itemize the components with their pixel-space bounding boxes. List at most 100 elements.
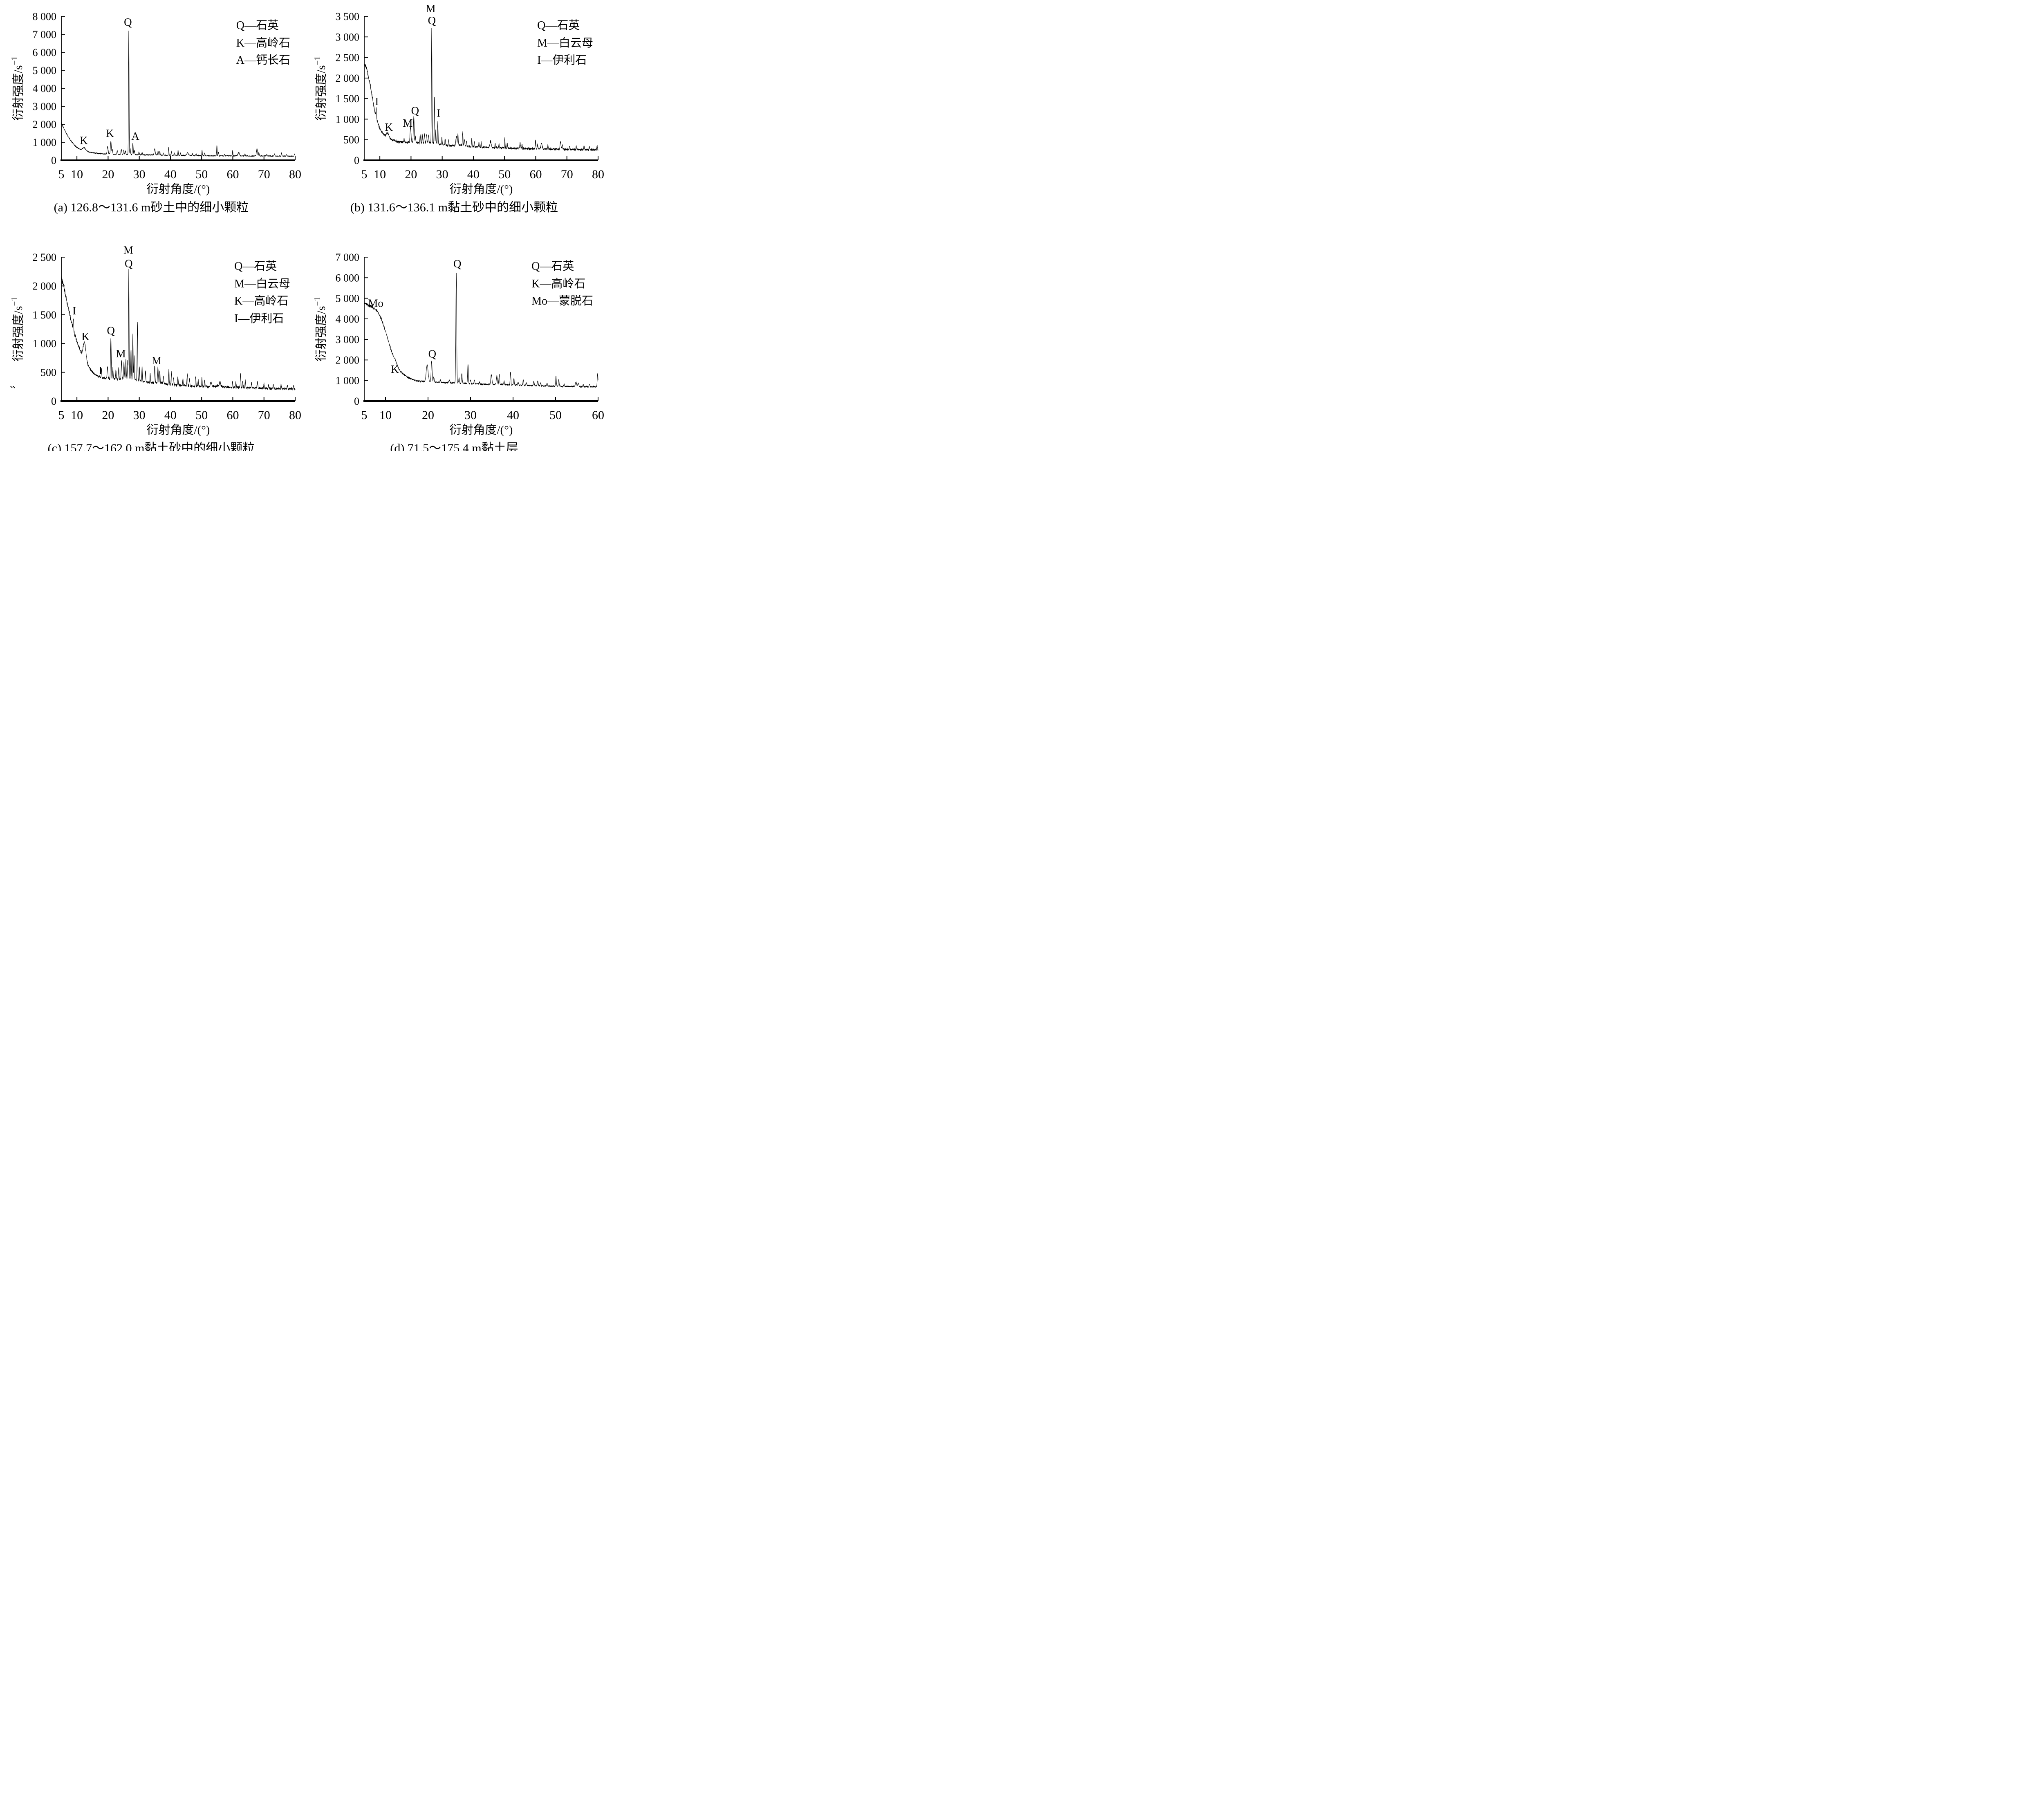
xrd-chart-a: 0 1 000 2 000 3 000 4 000 5 000 6 000 7 000 8 00… [9, 11, 301, 195]
y-tick-label: 5 000 [336, 293, 360, 305]
peak-label-A: A [131, 130, 139, 142]
y-tick-label: 0 [51, 155, 56, 166]
y-tick-label: 1 000 [336, 113, 360, 125]
y-tick-label: 2 000 [336, 354, 360, 366]
x-tick-label: 30 [133, 408, 146, 422]
x-axis-title: 衍射角度/(°) [147, 182, 210, 195]
x-tick-label: 20 [405, 168, 417, 181]
x-tick-label: 5 [361, 408, 368, 422]
peak-label-M: M [426, 2, 435, 15]
legend-entry: M—白云母 [537, 36, 593, 49]
y-tick-label: 2 500 [336, 52, 360, 64]
peak-label-Q: Q [124, 16, 132, 28]
peak-label-Q: Q [453, 258, 462, 270]
legend-entry: Mo—蒙脱石 [531, 295, 593, 308]
peak-label-K: K [391, 363, 399, 375]
x-tick-label: 60 [592, 408, 604, 422]
y-tick-label: 3 000 [336, 31, 360, 43]
y-tick-label: 3 500 [336, 11, 360, 22]
legend-entry: Q—石英 [531, 260, 574, 273]
x-axis-title: 衍射角度/(°) [450, 182, 513, 195]
peak-label-Q: Q [107, 325, 115, 337]
xrd-trace [61, 30, 296, 157]
peak-label-K: K [80, 134, 88, 146]
x-tick-label: 20 [102, 408, 114, 422]
peak-label-M: M [403, 117, 412, 129]
x-tick-label: 40 [164, 168, 177, 181]
peak-label-I: I [437, 107, 440, 119]
x-tick-label: 30 [436, 168, 448, 181]
y-tick-label: 1 000 [33, 137, 57, 148]
x-tick-label: 70 [258, 168, 270, 181]
xrd-trace [364, 273, 598, 388]
peak-label-K: K [106, 127, 114, 139]
peak-label-Q: Q [411, 104, 419, 117]
x-tick-label: 60 [226, 168, 239, 181]
x-tick-label: 5 [58, 408, 65, 422]
x-tick-label: 80 [592, 168, 604, 181]
plot-area-a: 0 1 000 2 000 3 000 4 000 5 000 6 000 7 000 8 00… [0, 0, 303, 195]
y-tick-label: 7 000 [336, 251, 360, 263]
legend-entry: M—白云母 [234, 277, 290, 290]
legend-entry: A—钙长石 [236, 54, 290, 67]
legend-entry: K—高岭石 [236, 36, 290, 49]
plot-area-d: 0 1 000 2 000 3 000 4 000 5 000 6 000 7 000 5 10 2… [303, 241, 605, 436]
y-tick-label: 3 000 [336, 334, 360, 345]
y-tick-label: 2 000 [33, 280, 57, 292]
x-tick-label: 20 [102, 168, 114, 181]
legend-c: Q—石英 M—白云母 K—高岭石 I—伊利石 [234, 258, 290, 327]
xrd-trace [364, 28, 598, 152]
legend-entry: Q—石英 [537, 19, 580, 32]
panel-d: 0 1 000 2 000 3 000 4 000 5 000 6 000 7 000 5 10 2… [303, 225, 606, 451]
x-tick-label: 80 [289, 408, 301, 422]
y-tick-label: 8 000 [33, 11, 57, 22]
x-tick-label: 10 [374, 168, 386, 181]
panel-caption-a: (a) 126.8～131.6 m砂土中的细小颗粒 [54, 201, 249, 214]
x-axis-title: 衍射角度/(°) [450, 423, 513, 436]
y-axis-title: 衍射强度/s−1 [312, 297, 328, 361]
xrd-chart-d: 0 1 000 2 000 3 000 4 000 5 000 6 000 7 000 5 10 2… [312, 251, 604, 436]
x-tick-label: 50 [195, 168, 208, 181]
figure-grid: 0 1 000 2 000 3 000 4 000 5 000 6 000 7 000 8 00… [0, 0, 606, 451]
x-tick-label: 5 [361, 168, 368, 181]
legend-entry: I—伊利石 [234, 312, 284, 325]
y-tick-label: 6 000 [33, 47, 57, 58]
peak-label-M: M [116, 348, 126, 360]
plot-area-b: 0 500 1 000 1 500 2 000 2 500 3 000 3 500 5 10 20 3… [303, 0, 605, 195]
y-tick-label: 4 000 [336, 313, 360, 325]
xrd-chart-b: 0 500 1 000 1 500 2 000 2 500 3 000 3 500 5 10 20 3… [312, 2, 604, 195]
peak-label-M: M [152, 354, 161, 367]
plot-area-c: 0 500 1 000 1 500 2 000 2 500 5 10 20 30 40 50 60 70 8… [0, 241, 303, 436]
panel-caption-b: (b) 131.6～136.1 m黏土砂中的细小颗粒 [350, 201, 558, 214]
x-tick-label: 30 [133, 168, 146, 181]
legend-a: Q—石英 K—高岭石 A—钙长石 [236, 17, 290, 70]
panel-caption-c: (c) 157.7～162.0 m黏土砂中的细小颗粒 [47, 442, 255, 451]
x-tick-label: 5 [58, 168, 65, 181]
x-tick-label: 10 [71, 408, 83, 422]
y-tick-label: 0 [51, 395, 56, 407]
panel-a: 0 1 000 2 000 3 000 4 000 5 000 6 000 7 000 8 00… [0, 0, 303, 225]
y-tick-label: 7 000 [33, 29, 57, 40]
y-tick-label: 3 000 [33, 101, 57, 112]
peak-label-Q: Q [428, 14, 436, 27]
xrd-trace [61, 269, 296, 390]
legend-entry: K—高岭石 [234, 295, 289, 308]
panel-b: 0 500 1 000 1 500 2 000 2 500 3 000 3 500 5 10 20 3… [303, 0, 606, 225]
x-tick-label: 30 [464, 408, 477, 422]
x-tick-label: 50 [549, 408, 562, 422]
peak-label-Q: Q [125, 258, 133, 270]
x-axis-title: 衍射角度/(°) [147, 423, 210, 436]
y-tick-label: 4 000 [33, 83, 57, 94]
y-tick-label: 1 000 [33, 338, 57, 350]
x-tick-label: 80 [289, 168, 301, 181]
y-tick-label: 5 000 [33, 65, 57, 76]
legend-entry: Q—石英 [236, 19, 279, 32]
legend-b: Q—石英 M—白云母 I—伊利石 [537, 17, 593, 70]
legend-entry: K—高岭石 [531, 277, 586, 290]
peak-label-I: I [72, 305, 76, 317]
x-tick-label: 60 [529, 168, 542, 181]
stray-marks: 、、 [10, 381, 20, 390]
panel-caption-d: (d) 71.5～175.4 m黏土层 [390, 442, 518, 451]
y-tick-label: 1 500 [336, 93, 360, 105]
y-tick-label: 6 000 [336, 272, 360, 284]
